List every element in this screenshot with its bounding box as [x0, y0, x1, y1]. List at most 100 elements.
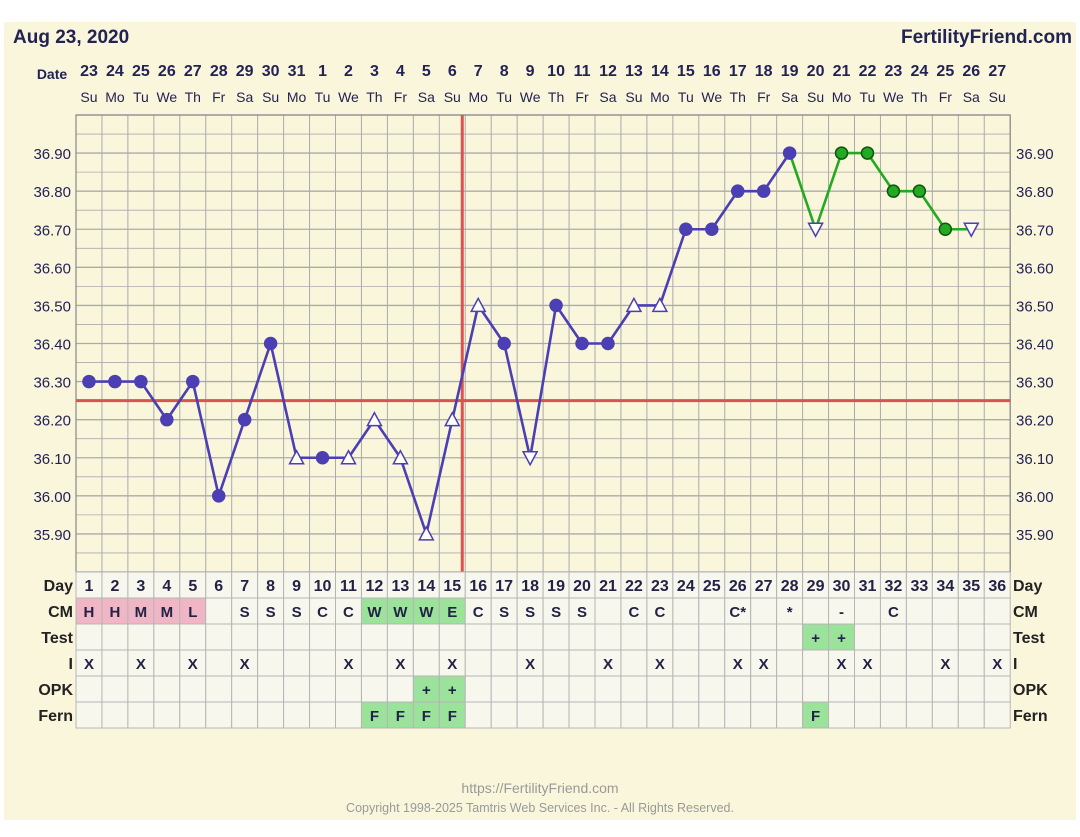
test-cell-box — [360, 623, 388, 651]
temp-point — [497, 336, 511, 351]
fern-cell-box — [438, 701, 466, 729]
test-cell-box — [101, 623, 129, 651]
intercourse-cell-box — [854, 649, 881, 677]
opk-cell-box — [412, 675, 440, 703]
opk-cell-box — [568, 675, 596, 703]
cm-cell-box — [905, 597, 933, 625]
temp-point-open — [288, 449, 305, 465]
temp-segment — [658, 227, 688, 307]
y-tick-label-left: 36.00 — [33, 489, 71, 506]
test-cell-box — [309, 623, 336, 651]
temp-point — [756, 184, 771, 198]
opk-cell-box — [620, 675, 648, 703]
cm-cell-box — [516, 597, 544, 625]
cm-cell-box — [724, 597, 752, 625]
temp-point — [315, 451, 330, 465]
intercourse-cell-box — [257, 649, 285, 677]
intercourse-cell-box — [568, 649, 596, 677]
cycle-day: 4 — [162, 578, 171, 595]
date-label: 6 — [448, 63, 457, 80]
cycle-day: 28 — [781, 578, 799, 595]
day-row-label-left: Day — [44, 578, 73, 595]
test-cell-box — [153, 623, 181, 651]
test-cell-box — [646, 623, 674, 651]
test-cell-box — [879, 623, 907, 651]
fern-row-label-left: Fern — [38, 708, 73, 725]
cycle-day-box — [854, 571, 881, 599]
y-tick-label-left: 36.40 — [33, 337, 71, 354]
y-tick-label-right: 36.20 — [1016, 413, 1054, 430]
test-cell-box — [438, 623, 466, 651]
temp-point — [679, 222, 693, 236]
cm-cell: S — [292, 604, 302, 621]
weekday-label: Tu — [133, 89, 149, 105]
fern-cell: F — [422, 708, 431, 725]
test-cell: + — [837, 630, 846, 647]
weekday-label: Su — [989, 89, 1006, 105]
cm-row-label-right: CM — [1013, 604, 1038, 621]
cm-cell: S — [525, 604, 535, 621]
temp-point — [834, 146, 849, 160]
date-label: 26 — [158, 63, 176, 80]
cm-cell: C — [888, 604, 899, 621]
weekday-label: Tu — [315, 89, 331, 105]
fern-cell-box — [724, 701, 752, 729]
cycle-day-box — [438, 571, 466, 599]
intercourse-cell-box — [179, 649, 207, 677]
date-label: 13 — [625, 63, 643, 80]
fern-cell-box — [309, 701, 336, 729]
y-tick-label-right: 35.90 — [1016, 527, 1054, 544]
intercourse-cell-box — [594, 649, 622, 677]
temp-point-open — [444, 411, 461, 427]
footer-url[interactable]: https://FertilityFriend.com — [461, 780, 619, 796]
cm-cell-box — [776, 597, 804, 625]
temp-point-open — [963, 222, 980, 238]
cm-cell: S — [577, 604, 587, 621]
date-label: 12 — [599, 63, 617, 80]
temp-point-open — [340, 449, 357, 465]
opk-cell-box — [101, 675, 129, 703]
cycle-day-box — [335, 571, 362, 599]
intercourse-cell: X — [525, 656, 535, 673]
cm-cell-box — [931, 597, 959, 625]
cycle-day: 27 — [755, 578, 773, 595]
cm-cell-box — [360, 597, 388, 625]
temp-segment — [554, 304, 584, 345]
day-row-label-right: Day — [1013, 578, 1042, 595]
fern-cell-box — [646, 701, 674, 729]
temp-point — [705, 222, 719, 236]
temp-segment — [814, 151, 843, 231]
weekday-label: Mo — [650, 89, 670, 105]
opk-cell-box — [283, 675, 311, 703]
test-cell-box — [724, 623, 752, 651]
weekday-label: Su — [80, 89, 97, 105]
temp-point-open — [625, 296, 643, 313]
opk-cell-box — [905, 675, 933, 703]
date-label: 8 — [500, 63, 509, 80]
temp-point — [186, 374, 200, 389]
cycle-day: 8 — [266, 578, 275, 595]
date-label: 1 — [318, 63, 327, 80]
opk-cell: + — [422, 682, 431, 699]
cycle-day: 34 — [936, 578, 954, 595]
cycle-day-box — [568, 571, 596, 599]
temp-segment — [217, 418, 246, 498]
cm-cell: L — [188, 604, 197, 621]
fern-cell-box — [179, 701, 207, 729]
fern-cell-box — [568, 701, 596, 729]
intercourse-cell-box — [75, 649, 103, 677]
intercourse-cell-box — [957, 649, 985, 677]
cycle-day: 25 — [703, 578, 721, 595]
cm-cell: H — [110, 604, 121, 621]
intercourse-cell-box — [231, 649, 259, 677]
temp-segment — [528, 304, 558, 460]
cycle-day: 33 — [910, 578, 928, 595]
weekday-label: Fr — [394, 89, 408, 105]
intercourse-cell-box — [283, 649, 311, 677]
fern-cell-box — [75, 701, 103, 729]
y-tick-label-left: 36.20 — [33, 413, 71, 430]
intercourse-cell: X — [188, 656, 198, 673]
opk-cell-box — [75, 675, 103, 703]
test-cell-box — [335, 623, 362, 651]
opk-cell-box — [828, 675, 855, 703]
